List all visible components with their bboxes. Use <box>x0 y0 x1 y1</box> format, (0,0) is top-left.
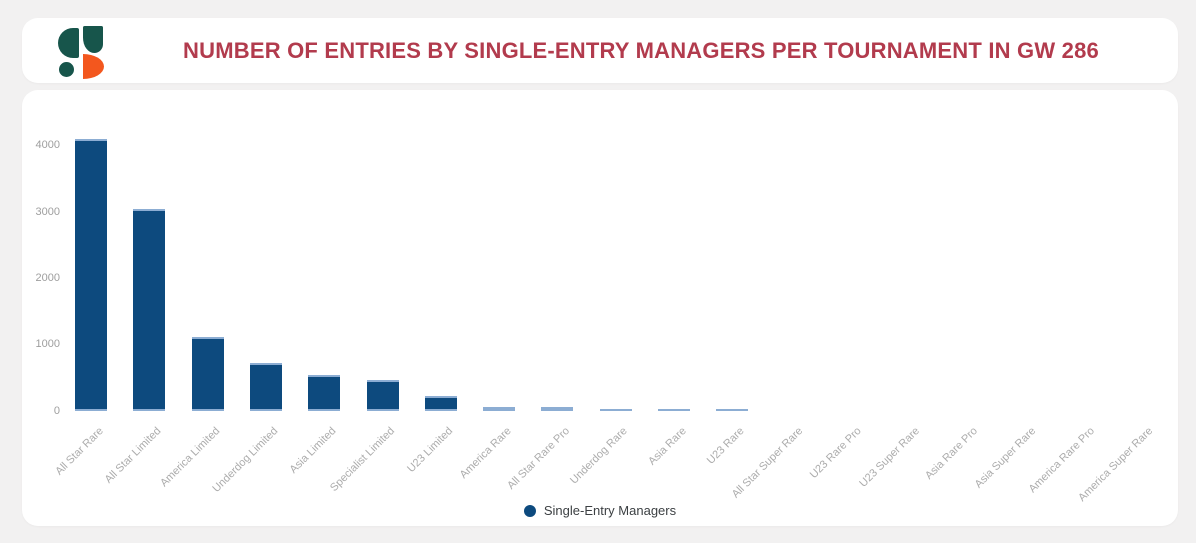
x-tick-label: Specialist Limited <box>327 425 397 495</box>
y-tick-label: 1000 <box>35 338 60 351</box>
app-logo-icon <box>58 25 104 79</box>
x-tick-label: All Star Rare <box>52 425 106 478</box>
x-tick-label: U23 Limited <box>405 425 456 475</box>
bar-specialist-limited[interactable] <box>366 380 399 411</box>
x-tick-label: Asia Super Rare <box>972 425 1039 491</box>
bar-america-limited[interactable] <box>191 337 224 411</box>
bar-all-star-rare-pro[interactable] <box>541 407 574 411</box>
bar-america-rare[interactable] <box>483 407 516 411</box>
bar-asia-limited[interactable] <box>308 375 341 411</box>
x-tick-label: Asia Rare Pro <box>923 425 980 482</box>
y-tick-label: 0 <box>53 404 60 417</box>
bar-underdog-limited[interactable] <box>249 363 282 411</box>
x-tick-label: Underdog Limited <box>210 425 281 495</box>
x-tick-label: America Rare <box>457 425 514 482</box>
legend[interactable]: Single-Entry Managers <box>22 503 1178 518</box>
x-tick-label: Asia Rare <box>645 425 689 468</box>
y-tick-label: 2000 <box>35 271 60 284</box>
bar-u23-rare[interactable] <box>716 409 749 411</box>
bar-u23-limited[interactable] <box>424 396 457 411</box>
x-tick-label: U23 Rare <box>705 425 747 467</box>
bar-asia-rare[interactable] <box>658 409 690 411</box>
x-tick-label: All Star Limited <box>102 425 164 486</box>
bar-all-star-rare[interactable] <box>75 139 107 411</box>
logo-shape-top-right <box>83 25 103 53</box>
header-card: NUMBER OF ENTRIES BY SINGLE-ENTRY MANAGE… <box>22 18 1178 83</box>
y-tick-label: 3000 <box>35 205 60 218</box>
bar-all-star-limited[interactable] <box>133 209 166 411</box>
x-tick-label: Asia Limited <box>287 425 339 476</box>
x-tick-label: America Limited <box>157 425 223 490</box>
page-title: NUMBER OF ENTRIES BY SINGLE-ENTRY MANAGE… <box>183 37 1099 63</box>
x-tick-label: All Star Rare Pro <box>505 425 572 492</box>
x-tick-label: Underdog Rare <box>568 425 631 487</box>
legend-label: Single-Entry Managers <box>543 503 677 518</box>
bar-underdog-rare[interactable] <box>599 409 632 411</box>
chart-card: 0 1000 2000 3000 4000 All Star Rare All Star … <box>22 90 1178 526</box>
legend-marker-icon <box>523 504 536 517</box>
logo-shape-dot <box>59 61 74 77</box>
logo-shape-orange-half <box>83 53 104 79</box>
x-tick-label: U23 Rare Pro <box>807 425 864 482</box>
y-tick-label: 4000 <box>35 139 60 152</box>
x-tick-label: U23 Super Rare <box>856 425 922 490</box>
bar-chart: 0 1000 2000 3000 4000 All Star Rare All Star … <box>22 90 1178 526</box>
logo-shape-top-left <box>58 27 79 58</box>
